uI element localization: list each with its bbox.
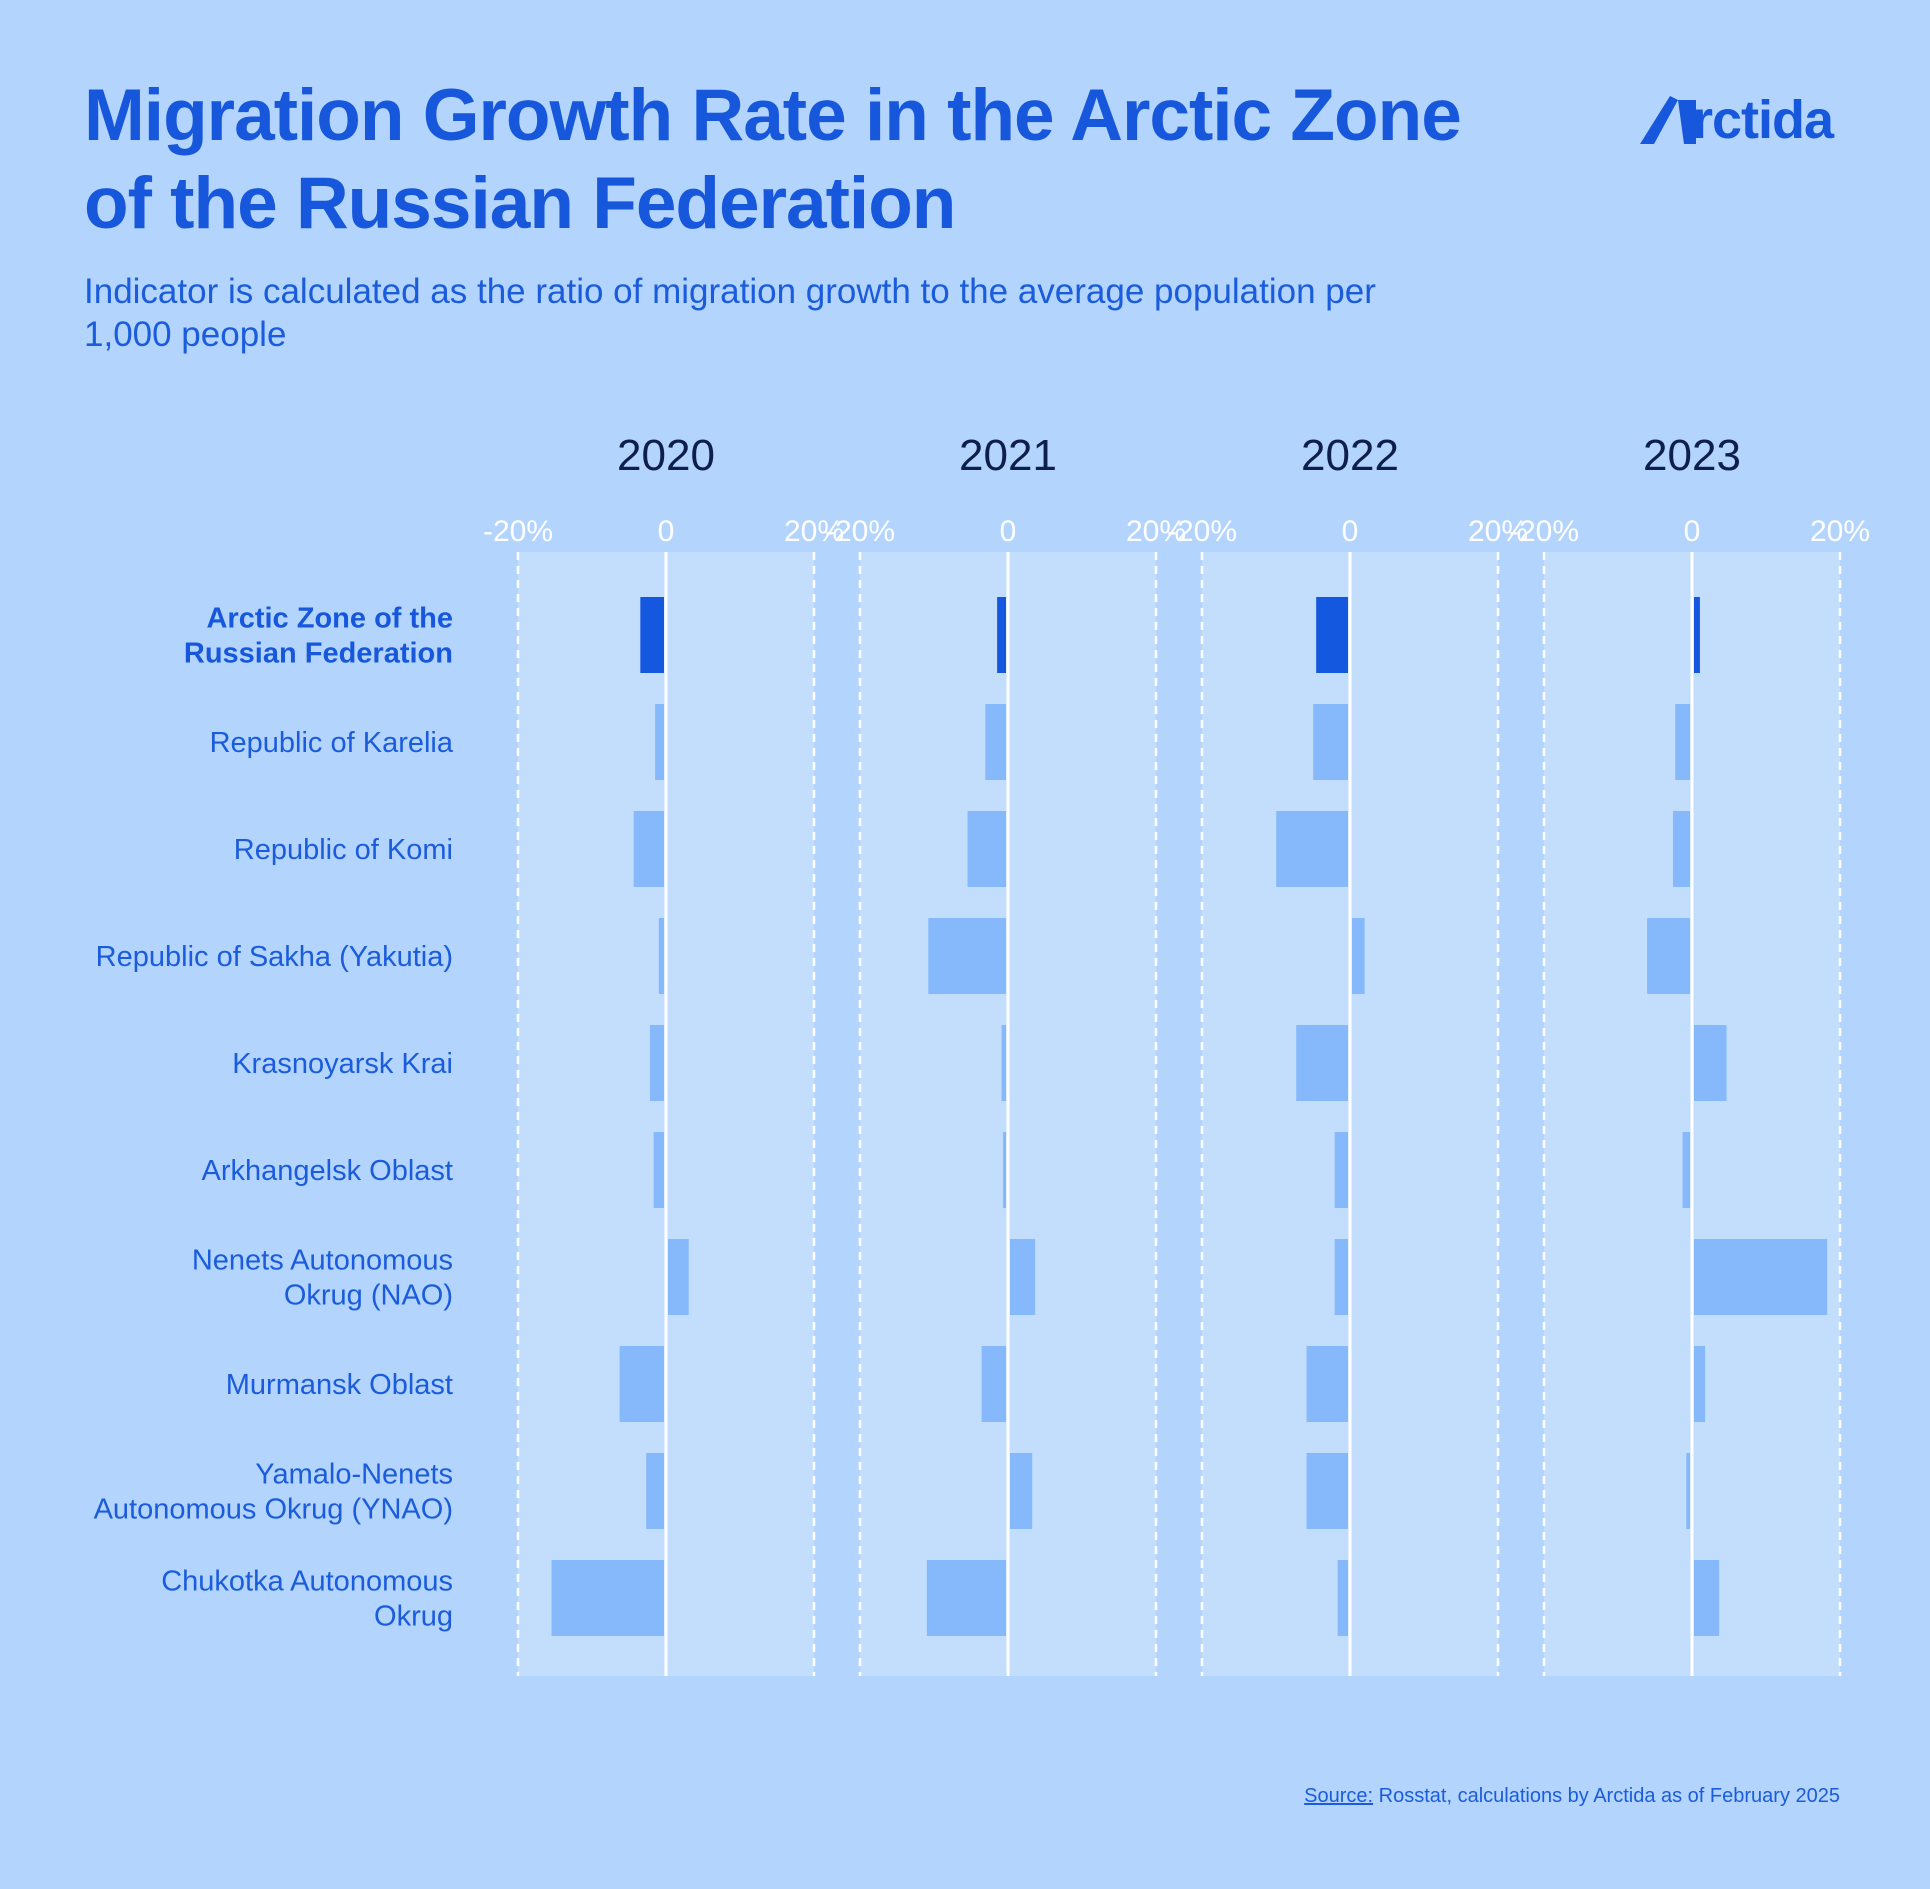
data-bar (1352, 918, 1365, 994)
category-label: Okrug (NAO) (284, 1280, 453, 1312)
x-tick-label: -20% (483, 515, 553, 548)
data-bar (1010, 1239, 1036, 1315)
category-label: Arkhangelsk Oblast (202, 1155, 453, 1187)
data-bar (985, 704, 1006, 780)
data-bar (655, 704, 664, 780)
x-tick-label: -20% (1509, 515, 1579, 548)
data-bar (1334, 1132, 1348, 1208)
data-bar (997, 597, 1006, 673)
year-label: 2022 (1301, 431, 1399, 480)
data-bar (633, 811, 664, 887)
data-bar (981, 1346, 1006, 1422)
data-bar (967, 811, 1006, 887)
data-bar (1306, 1346, 1348, 1422)
data-bar (926, 1560, 1006, 1636)
data-bar (1694, 597, 1700, 673)
data-bar (640, 597, 664, 673)
x-tick-label: -20% (825, 515, 895, 548)
source-key: Source: (1304, 1785, 1374, 1807)
x-tick-label: 20% (784, 515, 844, 548)
data-bar (1276, 811, 1348, 887)
data-bar (1694, 1025, 1727, 1101)
category-label: Republic of Sakha (Yakutia) (96, 941, 453, 973)
logo-text: rctida (1692, 90, 1834, 150)
data-bar (1001, 1025, 1006, 1101)
data-bar (1694, 1560, 1720, 1636)
x-tick-label: 20% (1810, 515, 1870, 548)
data-bar (619, 1346, 664, 1422)
category-label: Nenets Autonomous (192, 1245, 453, 1277)
data-bar (1694, 1239, 1828, 1315)
data-bar (1686, 1453, 1690, 1529)
category-label: Murmansk Oblast (226, 1369, 453, 1401)
category-label: Krasnoyarsk Krai (232, 1048, 453, 1080)
data-bar (1306, 1453, 1348, 1529)
year-label: 2020 (617, 431, 715, 480)
category-label: Russian Federation (184, 638, 453, 670)
data-bar (1672, 811, 1690, 887)
data-bar (1003, 1132, 1006, 1208)
x-tick-label: 0 (1684, 515, 1701, 548)
data-bar (649, 1025, 664, 1101)
year-label: 2023 (1643, 431, 1741, 480)
data-bar (1316, 597, 1348, 673)
data-bar (1010, 1453, 1033, 1529)
arctida-logo: rctida (1640, 90, 1834, 150)
data-bar (1647, 918, 1690, 994)
data-bar (1675, 704, 1690, 780)
category-label: Arctic Zone of the (206, 603, 453, 635)
year-label: 2021 (959, 431, 1057, 480)
source-text: Rosstat, calculations by Arctida as of F… (1373, 1785, 1840, 1807)
data-bar (646, 1453, 664, 1529)
data-bar (551, 1560, 664, 1636)
category-label: Republic of Komi (234, 834, 453, 866)
source-note: Source: Rosstat, calculations by Arctida… (1304, 1785, 1840, 1808)
chart-subtitle: Indicator is calculated as the ratio of … (84, 272, 1376, 354)
data-bar (1296, 1025, 1348, 1101)
category-label: Republic of Karelia (210, 727, 454, 759)
category-label: Autonomous Okrug (YNAO) (94, 1494, 453, 1526)
category-label: Chukotka Autonomous (161, 1566, 453, 1598)
x-tick-label: 0 (1342, 515, 1359, 548)
x-tick-label: 20% (1468, 515, 1528, 548)
x-tick-label: 20% (1126, 515, 1186, 548)
data-bar (653, 1132, 664, 1208)
category-label: Okrug (374, 1601, 453, 1633)
data-bar (1337, 1560, 1348, 1636)
x-tick-label: -20% (1167, 515, 1237, 548)
chart-title: Migration Growth Rate in the Arctic Zone… (84, 75, 1462, 244)
x-tick-label: 0 (658, 515, 675, 548)
data-bar (1682, 1132, 1690, 1208)
category-label: Yamalo-Nenets (255, 1459, 453, 1491)
data-bar (1694, 1346, 1706, 1422)
data-bar (928, 918, 1006, 994)
data-bar (1334, 1239, 1348, 1315)
x-tick-label: 0 (1000, 515, 1017, 548)
data-bar (658, 918, 664, 994)
data-bar (1313, 704, 1348, 780)
arctida-logo-icon (1640, 96, 1696, 144)
data-bar (668, 1239, 689, 1315)
